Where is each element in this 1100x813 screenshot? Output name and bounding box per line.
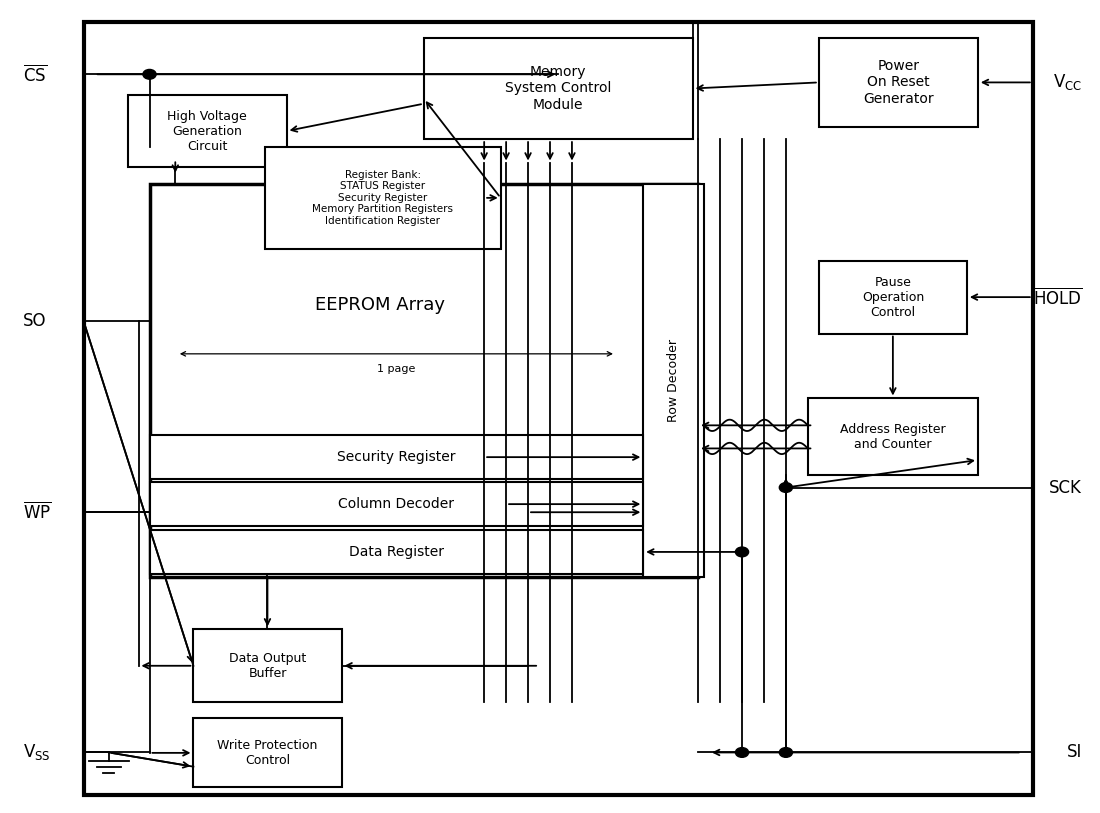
FancyBboxPatch shape [818, 38, 978, 127]
Text: Pause
Operation
Control: Pause Operation Control [861, 276, 924, 319]
Text: High Voltage
Generation
Circuit: High Voltage Generation Circuit [167, 110, 248, 153]
Text: EEPROM Array: EEPROM Array [315, 296, 444, 314]
Text: Power
On Reset
Generator: Power On Reset Generator [864, 59, 934, 106]
Circle shape [143, 69, 156, 79]
Circle shape [736, 547, 749, 557]
FancyBboxPatch shape [194, 719, 341, 787]
FancyBboxPatch shape [150, 435, 644, 480]
FancyBboxPatch shape [150, 529, 644, 574]
Text: $\overline{\mathrm{CS}}$: $\overline{\mathrm{CS}}$ [23, 64, 47, 85]
Text: Security Register: Security Register [337, 450, 455, 464]
Circle shape [779, 483, 792, 493]
Text: SO: SO [23, 312, 47, 330]
FancyBboxPatch shape [818, 261, 967, 333]
Circle shape [736, 748, 749, 758]
Text: Data Register: Data Register [349, 545, 444, 559]
Text: Column Decoder: Column Decoder [339, 497, 454, 511]
Text: $\overline{\mathrm{HOLD}}$: $\overline{\mathrm{HOLD}}$ [1033, 287, 1082, 307]
FancyBboxPatch shape [265, 147, 500, 249]
Circle shape [779, 748, 792, 758]
Text: 1 page: 1 page [377, 364, 416, 374]
FancyBboxPatch shape [807, 398, 978, 476]
Text: Row Decoder: Row Decoder [667, 339, 680, 422]
Text: SCK: SCK [1049, 479, 1082, 497]
FancyBboxPatch shape [128, 94, 287, 167]
Text: Register Bank:
STATUS Register
Security Register
Memory Partition Registers
Iden: Register Bank: STATUS Register Security … [312, 170, 453, 226]
FancyBboxPatch shape [150, 184, 698, 576]
FancyBboxPatch shape [150, 482, 644, 526]
FancyBboxPatch shape [424, 38, 693, 139]
Text: Data Output
Buffer: Data Output Buffer [229, 652, 306, 680]
FancyBboxPatch shape [84, 22, 1033, 795]
Text: V$_{\rm SS}$: V$_{\rm SS}$ [23, 742, 51, 763]
Text: Address Register
and Counter: Address Register and Counter [840, 423, 946, 451]
Text: Memory
System Control
Module: Memory System Control Module [505, 65, 612, 111]
Text: SI: SI [1067, 743, 1082, 762]
FancyBboxPatch shape [194, 629, 341, 702]
Text: Write Protection
Control: Write Protection Control [218, 739, 318, 767]
Text: V$_{\rm CC}$: V$_{\rm CC}$ [1053, 72, 1082, 93]
Text: $\overline{\mathrm{WP}}$: $\overline{\mathrm{WP}}$ [23, 502, 52, 522]
FancyBboxPatch shape [644, 184, 704, 576]
